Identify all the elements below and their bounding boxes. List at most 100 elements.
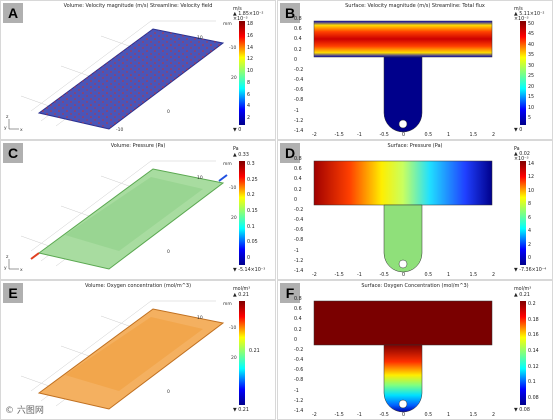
colorbar-b [520,21,526,125]
plot-f [313,300,526,413]
y-tick: 0.6 [294,27,302,33]
colorbar-tick: 0.12 [528,364,539,370]
cb-min-d: ▼ -7.36×10⁻⁴ [514,268,547,273]
y-tick: 0 [294,337,298,343]
cb-unit-e: mol/m³ [233,287,251,292]
colorbar-tick: 0.15 [247,209,258,214]
chamber-f [383,344,423,413]
svg-text:-10: -10 [229,45,236,51]
x-tick: -2 [312,133,317,138]
svg-text:x: x [20,268,23,273]
colorbar-d [520,161,526,265]
y-tick: -0.2 [294,347,304,353]
x-tick: -1 [357,133,362,138]
y-tick: -0.6 [294,228,304,234]
x-tick: -2 [312,273,317,278]
y-tick: 0.8 [294,297,302,302]
cb-max-a: ▲ 1.85×10⁻² [233,12,264,17]
colorbar-tick: 18 [247,22,254,27]
colorbar-tick: 4 [247,104,251,110]
colorbar-tick: 0.18 [528,317,539,323]
cb-min-a: ▼ 0 [233,128,242,133]
cb-unit-f: mol/m³ [514,287,532,292]
colorbar-tick: 0.08 [528,396,539,401]
y-tick: -1 [294,248,299,254]
svg-text:20: 20 [231,215,237,221]
colorbar-tick: 0 [247,256,251,261]
x-tick: 1 [447,273,451,278]
y-tick: 0.2 [294,327,302,333]
x-tick: -2 [312,413,317,418]
colorbar-tick: 8 [247,80,251,86]
colorbar-tick: 12 [528,175,535,181]
colorbar-tick: 10 [528,188,535,194]
cb-unit-c: Pa [233,147,239,152]
colorbar-tick: 2 [247,116,251,121]
y-tick: -0.6 [294,88,304,94]
panel-d: D Surface: Pressure (Pa) -2 -1.5 -1 -0.5 0 0.… [277,140,553,280]
panel-title-a: Volume: Velocity magnitude (m/s) Streaml… [63,3,213,9]
colorbar-tick: 10 [247,69,254,74]
colorbar-tick: 5 [528,116,532,121]
x-tick: 1 [447,133,451,138]
chamber-b [383,56,423,133]
x-tick: -1 [357,273,362,278]
watermark: © 六图网 [5,406,44,416]
axis-triad-a: z x y [4,115,23,133]
plot-d [313,160,526,273]
y-tick: 0.8 [294,157,302,162]
colorbar-tick: 0.1 [247,224,255,230]
y-tick: -1.2 [294,118,304,124]
colorbar-tick: 20 [528,84,535,90]
y-tick: -0.6 [294,368,304,374]
x-tick: -1.5 [334,273,344,278]
svg-text:mm: mm [223,302,232,307]
cb-unit2-d: ×10⁻³ [514,157,529,162]
svg-text:-10: -10 [229,325,236,331]
x-tick: 0.5 [424,273,433,278]
oxygen-inner-e [65,317,203,391]
cell-b [398,119,408,129]
panel-b: B Surface: Velocity magnitude (m/s) Stre… [277,0,553,140]
cb-max-b: ▲ 5.11×10⁻² [514,12,545,17]
colorbar-tick: 0.3 [247,162,255,167]
panel-label-a: A [3,3,23,23]
x-tick: 1.5 [469,273,478,278]
colorbar-a [239,21,245,125]
cb-unit-a: m/s [233,7,242,12]
chamber-d [383,204,423,273]
streamline-dots-a [39,29,223,129]
cb-min-e: ▼ 0.21 [233,408,249,413]
svg-text:0: 0 [167,389,170,395]
colorbar-tick: 0.2 [528,302,536,307]
panel-label-b: B [280,3,300,23]
cb-max-d: ▲ 0.02 [514,152,530,157]
y-tick: 0.4 [294,37,302,43]
x-tick: 1 [447,413,451,418]
svg-text:z: z [6,255,9,260]
panel-title-c: Volume: Pressure (Pa) [110,143,166,149]
y-tick: -1 [294,108,299,114]
cb-max-e: ▲ 0.21 [233,293,249,298]
svg-text:10: 10 [197,175,203,181]
y-tick: -0.2 [294,67,304,73]
outlet-c [218,174,228,182]
colorbar-c [239,161,245,265]
y-tick: 0 [294,197,298,203]
y-tick: 0.2 [294,187,302,193]
colorbar-tick: 0.05 [247,240,258,246]
x-tick: 0 [402,273,406,278]
colorbar-tick: 0.1 [528,380,536,386]
colorbar-tick: 6 [528,215,532,221]
cb-min-f: ▼ 0.08 [514,408,530,413]
pressure-inner-c [65,177,203,251]
x-tick: 0 [402,133,406,138]
y-tick: -0.2 [294,207,304,213]
y-tick: -1.4 [294,129,304,134]
cb-min-c: ▼ -5.14×10⁻³ [233,268,266,273]
colorbar-tick: 2 [528,242,532,248]
svg-text:10: 10 [197,315,203,321]
y-tick: -1.2 [294,258,304,264]
svg-text:-10: -10 [229,185,236,191]
panel-label-c: C [3,143,23,163]
